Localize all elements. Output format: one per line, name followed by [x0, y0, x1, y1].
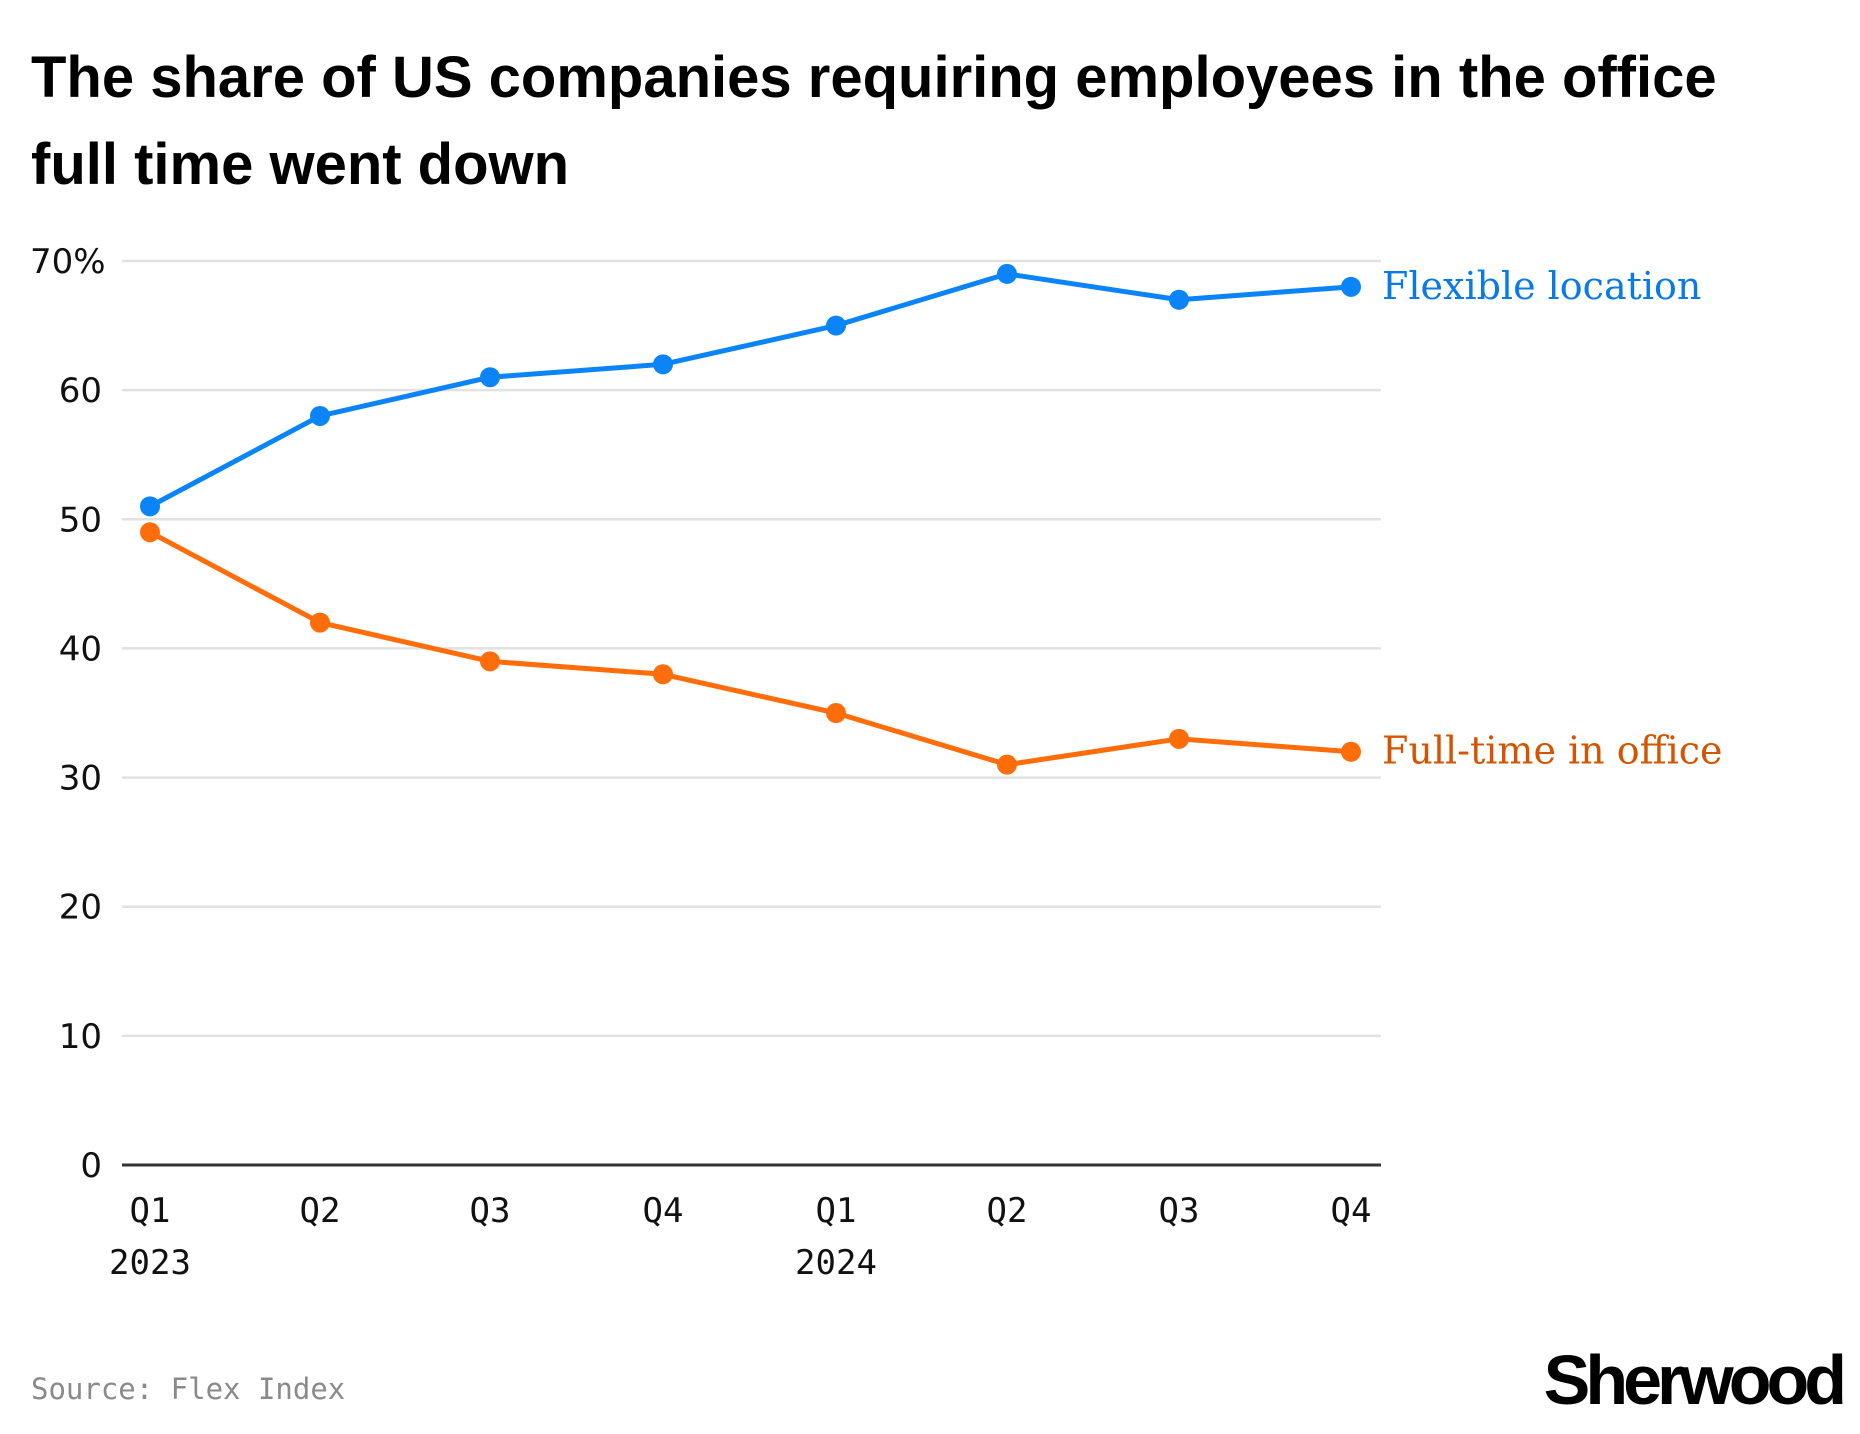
series-label: Full-time in office	[1382, 729, 1723, 773]
x-tick-label: Q4	[1331, 1191, 1372, 1231]
series-label: Flexible location	[1382, 264, 1701, 308]
x-tick-label: Q2	[987, 1191, 1028, 1231]
x-tick-label: Q3	[1159, 1191, 1200, 1231]
y-tick-label: 20	[59, 888, 102, 928]
source-note: Source: Flex Index	[31, 1372, 346, 1406]
data-point	[997, 263, 1017, 284]
x-axis-ticks: Q1 2023 Q2 Q3 Q4 Q1 2024 Q2 Q3 Q4	[109, 1191, 1371, 1283]
data-point	[140, 496, 160, 517]
sherwood-logo: Sherwood	[1543, 1341, 1847, 1419]
data-point	[653, 354, 673, 375]
data-point	[997, 754, 1017, 775]
series-line	[148, 271, 1352, 509]
x-tick-label: Q1	[816, 1191, 857, 1231]
data-point	[1169, 728, 1189, 749]
data-point	[653, 664, 673, 685]
data-point	[1341, 741, 1361, 762]
x-tick-label: Q3	[470, 1191, 511, 1231]
y-tick-label: 0	[80, 1146, 102, 1186]
x-tick-year-label: 2023	[109, 1243, 191, 1283]
y-tick-label: 30	[59, 759, 102, 799]
series-line	[148, 529, 1352, 768]
y-tick-label: 10	[59, 1017, 102, 1057]
x-tick-label: Q2	[300, 1191, 341, 1231]
data-point	[826, 703, 846, 723]
x-tick-label: Q4	[643, 1191, 684, 1231]
chart-title: The share of US companies requiring empl…	[31, 45, 1717, 197]
data-point	[480, 651, 500, 672]
y-axis-ticks: 0 10 20 30 40 50 60 70%	[30, 242, 106, 1186]
data-point	[1169, 289, 1189, 310]
y-tick-label: 40	[59, 629, 102, 669]
x-tick-label: Q1	[130, 1191, 171, 1231]
series-1: Full-time in office	[140, 522, 1723, 775]
y-tick-label: 60	[59, 371, 102, 411]
data-point	[310, 405, 330, 426]
data-point	[140, 522, 160, 543]
gridlines	[122, 259, 1381, 1167]
data-point	[1341, 276, 1361, 297]
data-point	[310, 612, 330, 633]
x-tick-year-label: 2024	[795, 1243, 877, 1283]
data-point	[480, 367, 500, 388]
series-group: Flexible location Full-time in office	[140, 264, 1723, 775]
series-0: Flexible location	[140, 264, 1701, 517]
data-point	[826, 315, 846, 336]
y-tick-label: 50	[59, 500, 102, 540]
y-tick-label: 70%	[30, 242, 106, 282]
